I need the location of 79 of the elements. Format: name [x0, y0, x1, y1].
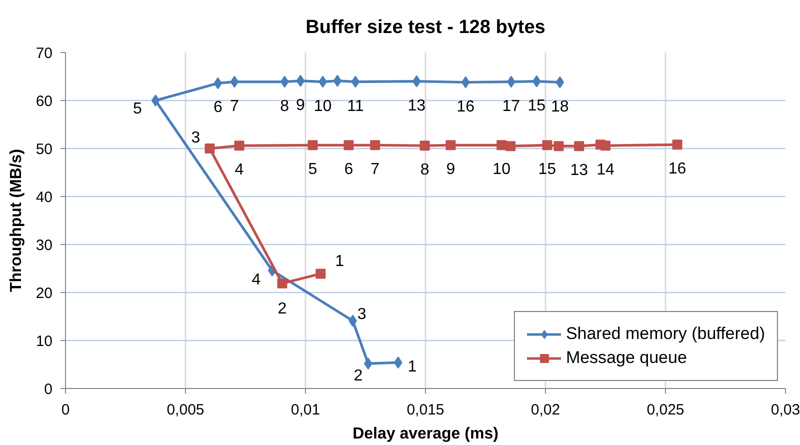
x-axis-title: Delay average (ms) — [352, 426, 498, 442]
y-tick-label: 60 — [36, 93, 53, 110]
point — [556, 76, 564, 88]
point — [214, 77, 222, 90]
y-tick-label: 70 — [36, 45, 53, 62]
annotation: 15 — [528, 97, 546, 114]
annotation: 7 — [230, 98, 240, 115]
point — [280, 76, 289, 88]
point — [333, 74, 342, 87]
y-tick-label: 30 — [36, 237, 53, 254]
annotation: 2 — [278, 300, 287, 318]
annotation: 10 — [314, 98, 332, 115]
point — [446, 140, 456, 150]
annotation: 11 — [347, 98, 364, 115]
y-tick-label: 20 — [36, 285, 53, 302]
point — [420, 140, 430, 151]
point — [151, 94, 160, 106]
point — [600, 140, 610, 151]
x-tick-label: 0,015 — [406, 402, 444, 418]
annotation: 5 — [308, 161, 318, 178]
y-tick-label: 0 — [44, 381, 52, 398]
annotation: 16 — [456, 98, 475, 116]
annotation: 4 — [234, 162, 244, 179]
x-tick-label: 0,03 — [770, 402, 800, 418]
point — [412, 75, 421, 88]
point — [370, 140, 380, 150]
annotation: 14 — [596, 162, 614, 179]
point — [296, 74, 305, 87]
point — [204, 144, 215, 154]
annotation: 18 — [551, 98, 569, 116]
y-tick-label: 40 — [36, 189, 53, 206]
y-tick-label: 10 — [36, 333, 53, 350]
annotation: 8 — [420, 162, 430, 179]
annotation: 6 — [344, 161, 354, 178]
point — [316, 268, 326, 279]
annotation: 17 — [502, 98, 520, 115]
point — [394, 356, 402, 369]
annotation: 9 — [446, 161, 456, 178]
x-tick-label: 0 — [61, 402, 70, 418]
point — [532, 75, 541, 88]
point — [542, 140, 552, 150]
x-tick-label: 0,025 — [646, 402, 684, 418]
annotation: 7 — [370, 161, 380, 178]
legend-label: Message queue — [566, 348, 687, 368]
chart-title: Buffer size test - 128 bytes — [306, 17, 546, 38]
annotation: 5 — [133, 100, 142, 118]
point — [351, 76, 360, 88]
annotation: 13 — [408, 97, 426, 114]
point — [505, 141, 516, 152]
point — [308, 140, 318, 150]
annotation: 9 — [296, 96, 306, 114]
point — [364, 358, 372, 370]
annotation: 3 — [357, 306, 366, 323]
point — [574, 141, 584, 152]
annotation: 1 — [408, 358, 417, 376]
point — [344, 140, 354, 150]
y-tick-label: 50 — [36, 141, 53, 158]
annotation: 6 — [213, 99, 222, 116]
point — [672, 140, 682, 150]
y-axis-title: Throughput (MB/s) — [8, 148, 25, 292]
point — [496, 140, 507, 150]
annotation: 16 — [668, 160, 686, 178]
annotation: 13 — [570, 162, 588, 180]
point — [461, 76, 470, 88]
annotation: 10 — [492, 161, 511, 178]
point — [277, 278, 288, 288]
legend-label: Shared memory (buffered) — [566, 324, 765, 344]
point — [230, 76, 239, 88]
annotation: 4 — [252, 271, 261, 288]
annotation: 2 — [354, 368, 363, 385]
point — [234, 140, 244, 151]
point — [554, 141, 564, 152]
annotation: 1 — [335, 252, 344, 270]
annotation: 3 — [191, 130, 200, 146]
x-tick-label: 0,005 — [166, 402, 204, 418]
x-tick-label: 0,01 — [290, 402, 320, 418]
x-tick-label: 0,02 — [530, 402, 560, 418]
annotation: 15 — [538, 161, 556, 178]
annotation: 8 — [280, 98, 290, 115]
